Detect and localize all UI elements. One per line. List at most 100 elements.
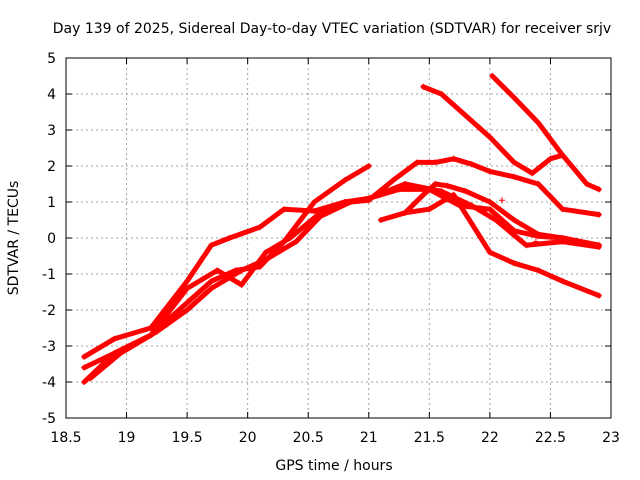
data-point (262, 256, 269, 263)
data-point (341, 177, 348, 184)
data-point (365, 197, 372, 204)
data-series-s7 (402, 191, 602, 299)
data-point (365, 163, 372, 169)
data-point (111, 335, 118, 342)
y-axis-label: SDTVAR / TECUs (6, 181, 22, 296)
x-tick-label: 22.5 (535, 430, 566, 446)
data-point (420, 191, 427, 198)
data-series-s1 (81, 186, 602, 360)
data-point (559, 278, 566, 285)
series-line (87, 197, 372, 381)
chart-title: Day 139 of 2025, Sidereal Day-to-day VTE… (53, 21, 611, 37)
data-point (529, 170, 536, 177)
data-series-s2 (81, 181, 602, 371)
data-point (511, 173, 518, 180)
data-point (184, 299, 191, 306)
data-point (147, 325, 154, 331)
y-tick-label: 2 (47, 159, 56, 175)
series-line (489, 73, 602, 192)
series-line (81, 181, 602, 371)
data-point (511, 260, 518, 267)
y-tick-label: 4 (47, 87, 56, 103)
data-point (238, 281, 245, 288)
y-tick-label: 0 (47, 231, 56, 247)
x-tick-label: 20 (239, 430, 257, 446)
data-series-s9 (489, 73, 602, 193)
x-tick-label: 18.5 (50, 430, 81, 446)
y-tick-label: -1 (42, 267, 56, 283)
data-point (81, 364, 88, 371)
y-tick-label: -5 (42, 411, 56, 427)
data-point (486, 199, 493, 205)
data-point (489, 73, 496, 79)
data-series-s5 (365, 155, 602, 218)
data-point (377, 217, 384, 223)
data-point (293, 238, 300, 245)
data-point (595, 242, 602, 249)
data-point (486, 206, 493, 213)
data-point (184, 307, 191, 313)
plot-frame (65, 57, 612, 419)
x-tick-label: 19 (118, 430, 136, 446)
data-point (559, 235, 566, 241)
data-point (184, 278, 191, 285)
data-point (511, 217, 518, 223)
x-tick-label: 22 (481, 430, 499, 446)
data-point (511, 94, 518, 101)
data-point (414, 159, 421, 166)
data-point (438, 188, 445, 195)
data-point (462, 188, 469, 195)
data-point (208, 278, 215, 285)
data-series-s4 (87, 197, 372, 382)
data-point (535, 267, 542, 274)
y-tick-label: 5 (47, 51, 56, 67)
data-point (208, 242, 215, 249)
data-point (523, 242, 530, 249)
data-point (208, 285, 215, 292)
data-point (511, 159, 518, 166)
y-tick-label: -2 (42, 303, 56, 319)
data-point (492, 217, 499, 223)
data-point (595, 292, 602, 299)
data-point (317, 213, 324, 220)
y-tick-label: 1 (47, 195, 56, 211)
data-point (153, 328, 160, 335)
y-tick-label: -4 (42, 375, 56, 391)
data-point (184, 285, 191, 292)
series-line (420, 84, 566, 176)
data-point (390, 177, 396, 184)
data-point (559, 206, 566, 213)
data-point (402, 209, 409, 216)
data-point (595, 186, 602, 193)
data-point (432, 181, 439, 187)
data-point (535, 231, 542, 238)
data-point (595, 211, 602, 218)
data-point (462, 112, 469, 119)
data-point (256, 224, 263, 231)
data-point (535, 181, 542, 187)
data-point (226, 235, 233, 241)
data-point (347, 199, 354, 205)
data-point (486, 134, 493, 141)
x-tick-label: 23 (602, 430, 620, 446)
y-tick-label: -3 (42, 339, 56, 355)
data-point (420, 83, 427, 90)
data-point (87, 375, 94, 382)
x-tick-label: 20.5 (293, 430, 324, 446)
data-series-s6 (377, 181, 602, 249)
data-point (262, 249, 269, 256)
x-tick-label: 21.5 (414, 430, 445, 446)
data-point (438, 91, 445, 97)
series-line (81, 186, 602, 360)
data-point (444, 182, 451, 189)
data-point (402, 181, 409, 187)
y-tick-label: 3 (47, 123, 56, 139)
x-tick-label: 21 (360, 430, 378, 446)
x-axis-label: GPS time / hours (275, 458, 392, 474)
axes: 18.5 19 19.5 20 20.5 21 21.5 22 22.5 23-5-4-3-2-1… (42, 51, 620, 446)
data-point (311, 208, 318, 214)
data-point (117, 350, 124, 357)
data-point (532, 238, 539, 245)
data-point (426, 206, 433, 213)
data-point (81, 353, 88, 360)
